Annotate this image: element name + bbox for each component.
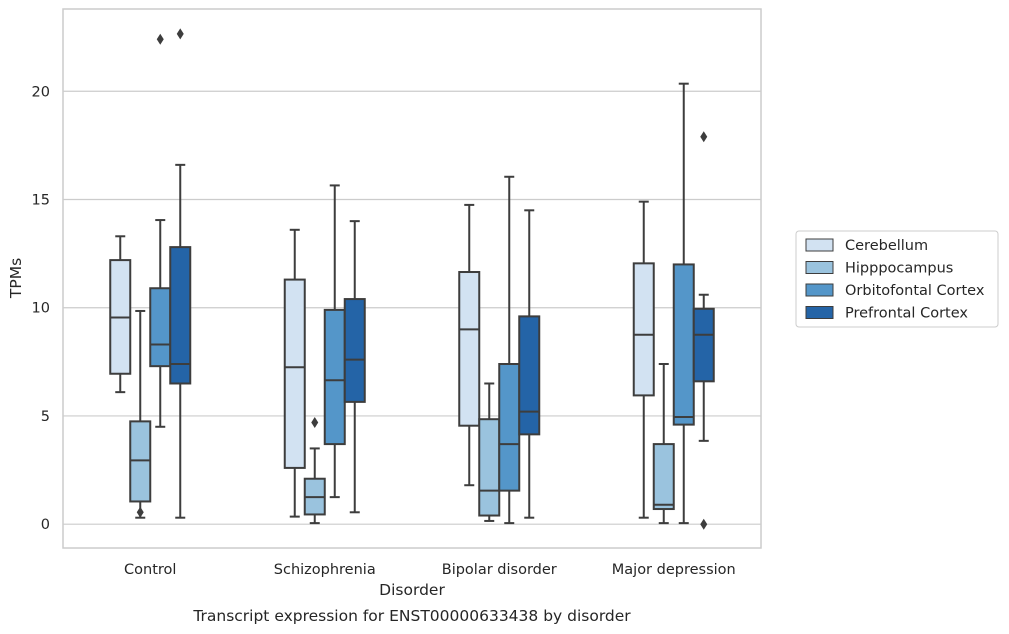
x-tick-labels: Control Schizophrenia Bipolar disorder Majo…	[124, 562, 736, 578]
outlier-point	[700, 131, 708, 143]
legend-label: Orbitofontal Cortex	[845, 283, 985, 299]
box-iqr	[692, 307, 715, 383]
box	[652, 363, 675, 525]
legend-label: Cerebellum	[845, 238, 928, 254]
outlier-point	[311, 416, 319, 428]
box	[109, 235, 132, 394]
x-axis-label: Disorder	[379, 581, 445, 599]
box-iqr	[149, 287, 172, 368]
box	[632, 200, 655, 519]
box-iqr	[518, 315, 541, 436]
x-tick-label: Schizophrenia	[274, 562, 376, 578]
box	[518, 209, 541, 519]
x-tick-label: Control	[124, 562, 176, 578]
x-tick-label: Bipolar disorder	[442, 562, 557, 578]
box	[672, 82, 695, 525]
y-axis-label: TPMs	[7, 258, 25, 299]
box	[323, 184, 346, 499]
legend-swatch	[805, 261, 834, 274]
outlier-point	[136, 506, 144, 518]
box-iqr	[283, 278, 306, 469]
y-tick-labels: 0 5 10 15 20	[32, 84, 50, 533]
x-tick-label: Major depression	[612, 562, 736, 578]
legend-swatch	[805, 238, 834, 252]
box-iqr	[632, 262, 655, 397]
outlier-point	[176, 28, 184, 40]
legend-label: Hipppocampus	[845, 261, 953, 277]
y-tick-label: 5	[41, 409, 50, 425]
box	[498, 175, 521, 525]
y-tick-label: 15	[32, 192, 50, 208]
y-tick-label: 20	[32, 84, 50, 100]
legend-swatch	[805, 283, 834, 297]
legend-label: Prefrontal Cortex	[845, 306, 968, 322]
legend: Cerebellum Hipppocampus Orbitofontal Corte…	[795, 230, 999, 328]
boxes	[109, 28, 715, 530]
box	[343, 220, 366, 514]
box	[692, 131, 715, 530]
box	[458, 203, 481, 487]
box-iqr	[129, 420, 152, 503]
box-iqr	[323, 308, 346, 446]
box	[129, 309, 152, 519]
outlier-point	[700, 518, 708, 530]
box	[303, 416, 326, 525]
box-iqr	[672, 263, 695, 426]
box-iqr	[343, 298, 366, 403]
plot-frame	[62, 8, 762, 549]
box-iqr	[652, 443, 675, 511]
box	[169, 28, 192, 519]
box-iqr	[498, 363, 521, 492]
box	[283, 228, 306, 518]
box-iqr	[458, 271, 481, 427]
box	[478, 382, 501, 522]
y-tick-label: 10	[32, 301, 50, 317]
legend-swatch	[805, 306, 834, 319]
y-tick-label: 0	[41, 517, 50, 533]
legend-frame	[795, 230, 999, 328]
outlier-point	[156, 33, 164, 45]
chart-caption: Transcript expression for ENST0000063343…	[192, 607, 631, 625]
box-iqr	[478, 418, 501, 517]
box	[149, 33, 172, 428]
box-iqr	[169, 246, 192, 385]
